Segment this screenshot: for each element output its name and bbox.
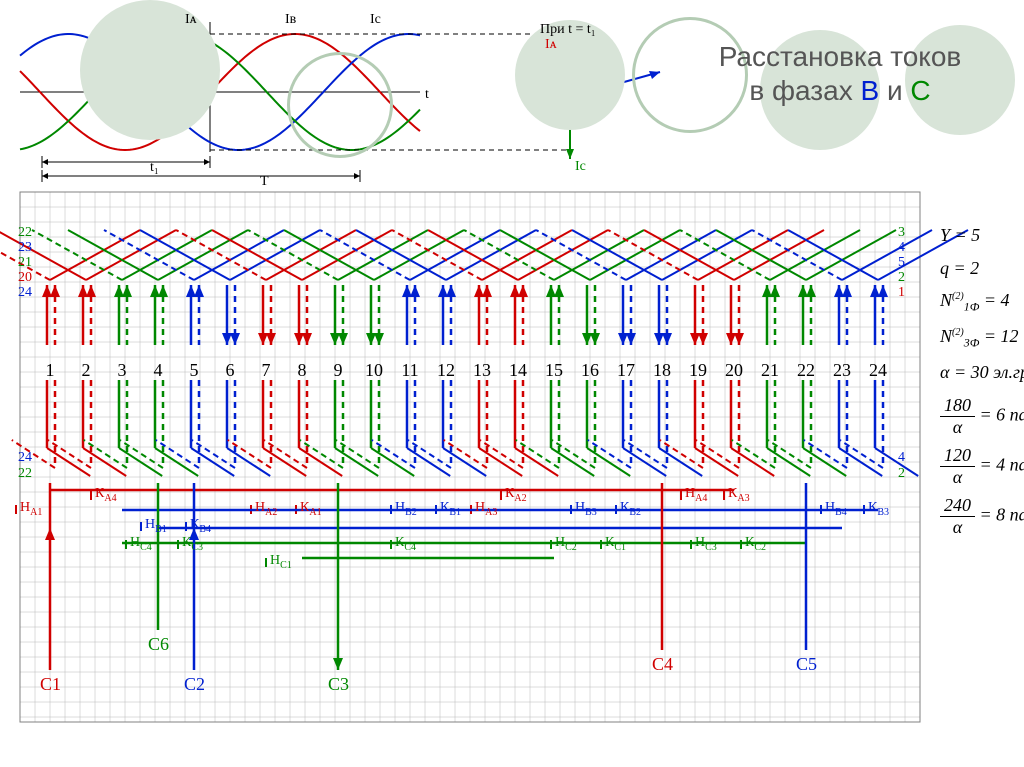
slot-number: 17 [614,360,638,381]
sine-label: t [425,87,429,103]
static-label: 2 [898,466,905,482]
conn-label: НА2 [255,500,277,518]
conn-label: КА3 [728,486,750,504]
sine-label: Iв [285,12,296,28]
static-label: 21 [18,255,32,271]
conn-label: КВ3 [868,500,889,518]
conn-label: КВ4 [190,517,211,535]
conn-label: КВ1 [440,500,461,518]
conn-label: КС3 [182,535,203,553]
formula: Y = 5 [940,225,980,246]
conn-label: НВ4 [825,500,847,518]
conn-label: НА1 [20,500,42,518]
formula: q = 2 [940,258,979,279]
static-label: 2 [898,270,905,286]
static-label: 24 [18,285,32,301]
page-title: Расстановка токовв фазах В и С [680,40,1000,107]
slot-number: 3 [110,360,134,381]
conn-label: КС1 [605,535,626,553]
sine-label: Iс [370,12,381,28]
static-label: 4 [898,450,905,466]
slot-number: 5 [182,360,206,381]
conn-label: КС4 [395,535,416,553]
static-label: Iᴀ [545,37,557,53]
terminal-label: С5 [796,654,817,675]
conn-label: НС4 [130,535,152,553]
slot-number: 16 [578,360,602,381]
terminal-label: С2 [184,674,205,695]
conn-label: НС3 [695,535,717,553]
conn-label: КС2 [745,535,766,553]
conn-label: НС2 [555,535,577,553]
slot-number: 22 [794,360,818,381]
conn-label: КА1 [300,500,322,518]
formula: N(2)1Ф = 4 [940,290,1010,315]
formula: N(2)3Ф = 12 [940,326,1019,351]
slot-number: 12 [434,360,458,381]
formula: 120α = 4 пазов [940,445,1024,488]
deco-circle [80,0,220,140]
formula: 240α = 8 пазов [940,495,1024,538]
static-label: 3 [898,225,905,241]
conn-label: КА2 [505,486,527,504]
sine-label: T [260,174,269,190]
conn-label: НВ3 [575,500,597,518]
slot-number: 8 [290,360,314,381]
static-label: Iс [575,159,586,175]
conn-label: КА4 [95,486,117,504]
slot-number: 7 [254,360,278,381]
slot-number: 15 [542,360,566,381]
static-label: 22 [18,225,32,241]
terminal-label: С4 [652,654,673,675]
conn-label: НС1 [270,553,292,571]
slot-number: 4 [146,360,170,381]
slot-number: 23 [830,360,854,381]
slot-number: 9 [326,360,350,381]
conn-label: НА3 [475,500,497,518]
conn-label: КВ2 [620,500,641,518]
slot-number: 18 [650,360,674,381]
slot-number: 13 [470,360,494,381]
terminal-label: С3 [328,674,349,695]
conn-label: НВ1 [145,517,167,535]
sine-label: Iᴀ [185,12,197,28]
slot-number: 24 [866,360,890,381]
slot-number: 19 [686,360,710,381]
slot-number: 6 [218,360,242,381]
deco-circle [287,52,393,158]
slot-number: 11 [398,360,422,381]
terminal-label: С6 [148,634,169,655]
phasor-title: При t = t₁ [540,22,596,38]
formula: 180α = 6 пазов [940,395,1024,438]
static-label: 20 [18,270,32,286]
static-label: 22 [18,466,32,482]
conn-label: НВ2 [395,500,417,518]
formula: α = 30 эл.град. [940,362,1024,383]
static-label: 4 [898,240,905,256]
slot-number: 10 [362,360,386,381]
slot-number: 1 [38,360,62,381]
slot-number: 2 [74,360,98,381]
sine-label: t₁ [150,160,159,176]
static-label: 23 [18,240,32,256]
static-label: 5 [898,255,905,271]
conn-label: НА4 [685,486,707,504]
static-label: 24 [18,450,32,466]
slot-number: 14 [506,360,530,381]
slot-number: 20 [722,360,746,381]
slot-number: 21 [758,360,782,381]
static-label: 1 [898,285,905,301]
terminal-label: С1 [40,674,61,695]
